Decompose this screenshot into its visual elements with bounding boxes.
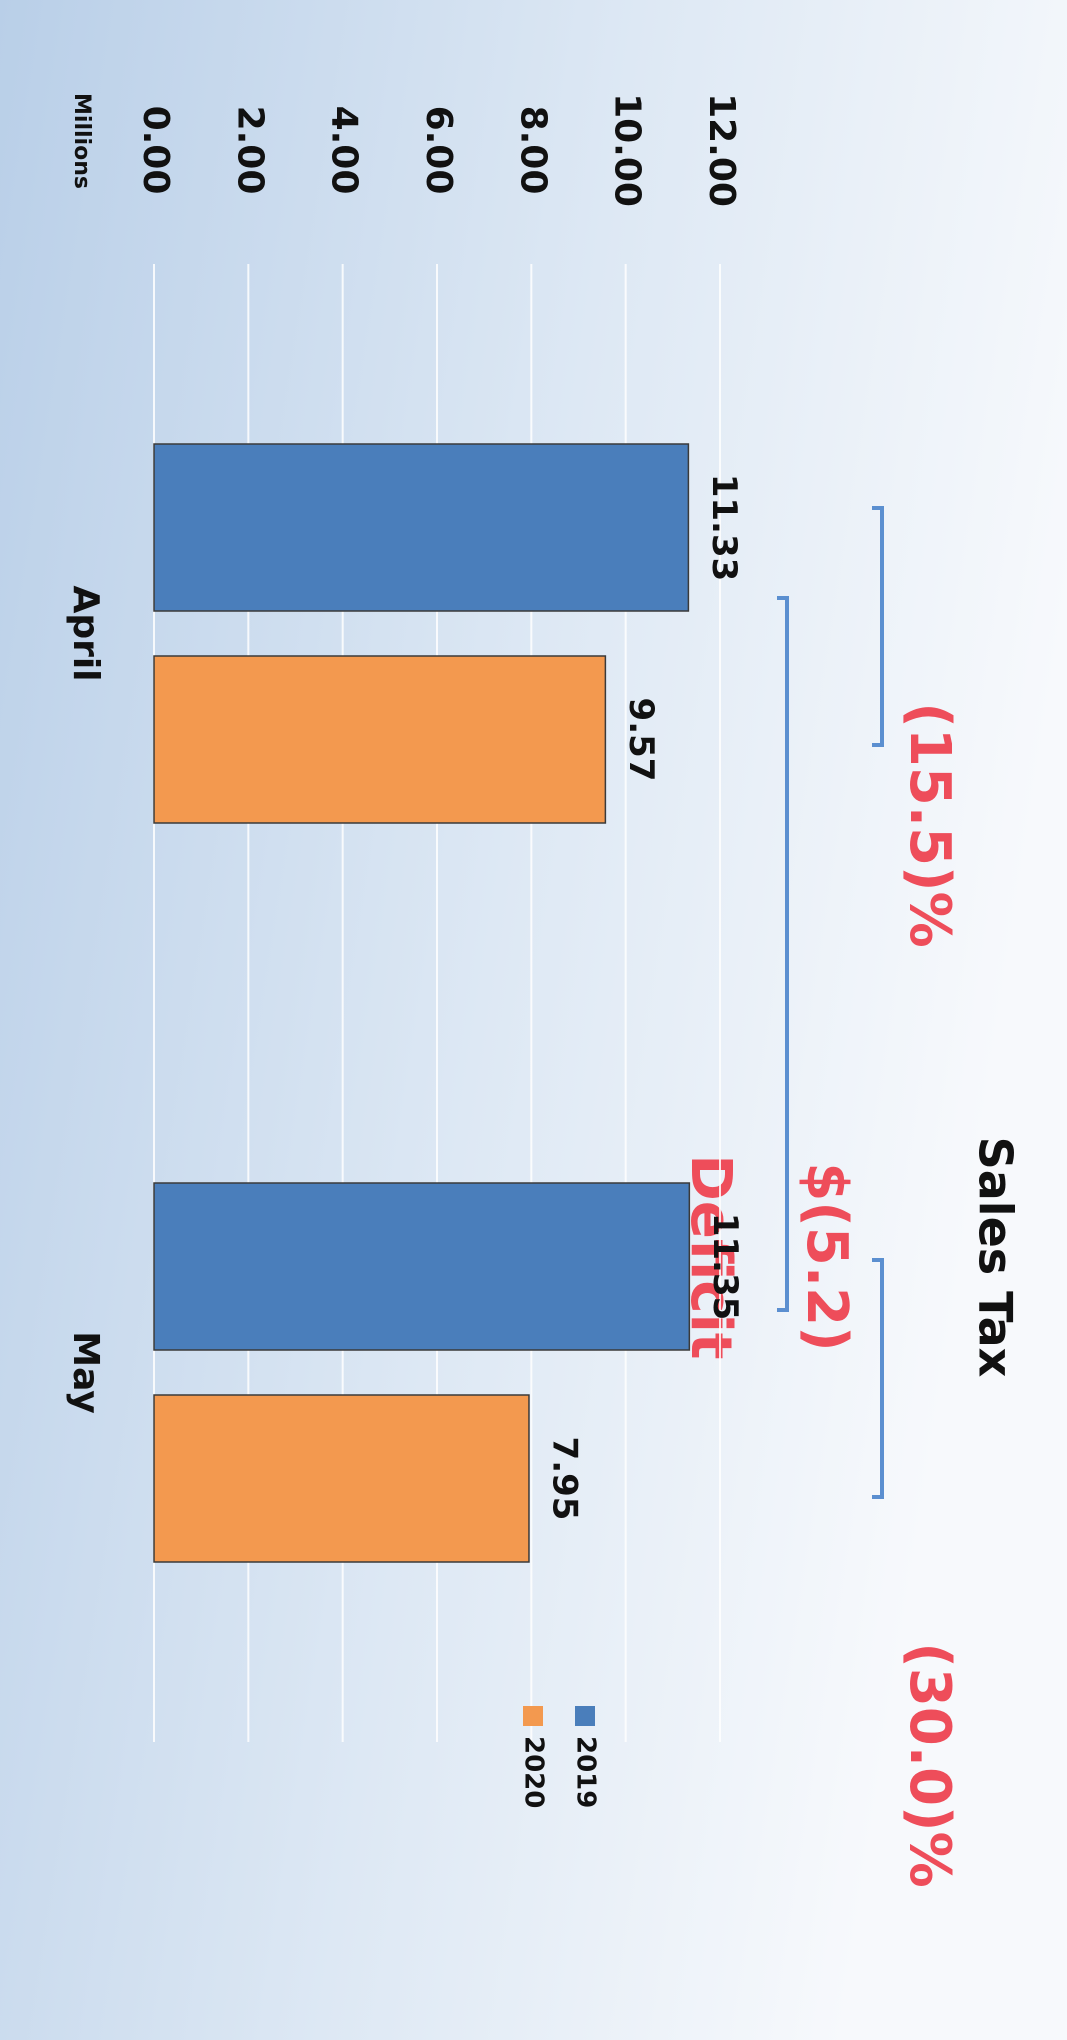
data-label: 11.35 <box>705 1213 745 1321</box>
bracket <box>872 506 884 747</box>
annotation: (30.0)% <box>897 1642 962 1887</box>
data-label: 9.57 <box>621 698 661 782</box>
y-tick-label: 2.00 <box>229 106 270 195</box>
x-tick-label: May <box>65 1331 106 1413</box>
annotation: $(5.2) <box>794 1162 859 1351</box>
y-tick-label: 10.00 <box>607 93 648 207</box>
legend-swatch <box>523 1706 543 1726</box>
annotation: (15.5)% <box>897 702 962 947</box>
y-tick-label: 0.00 <box>135 106 176 195</box>
bar <box>153 1182 691 1351</box>
y-tick-label: 8.00 <box>512 106 553 195</box>
bar <box>153 1394 530 1563</box>
y-tick-label: 4.00 <box>324 106 365 195</box>
chart-title: Sales Tax <box>969 1137 1023 1378</box>
bracket <box>777 596 789 1312</box>
bar <box>153 443 690 612</box>
bracket <box>872 1258 884 1499</box>
data-label: 11.33 <box>704 474 744 582</box>
legend-swatch <box>575 1706 595 1726</box>
legend-label: 2019 <box>571 1736 601 1808</box>
data-label: 7.95 <box>544 1437 584 1521</box>
x-tick-label: April <box>65 585 106 681</box>
y-tick-label: 12.00 <box>701 93 742 207</box>
unit-label: Millions <box>69 93 94 189</box>
y-tick-label: 6.00 <box>418 106 459 195</box>
legend-label: 2020 <box>519 1736 549 1808</box>
rotated-chart: Sales Tax Millions (15.5)% (30.0)% $(5.2… <box>65 93 1023 1888</box>
bar <box>153 655 607 824</box>
